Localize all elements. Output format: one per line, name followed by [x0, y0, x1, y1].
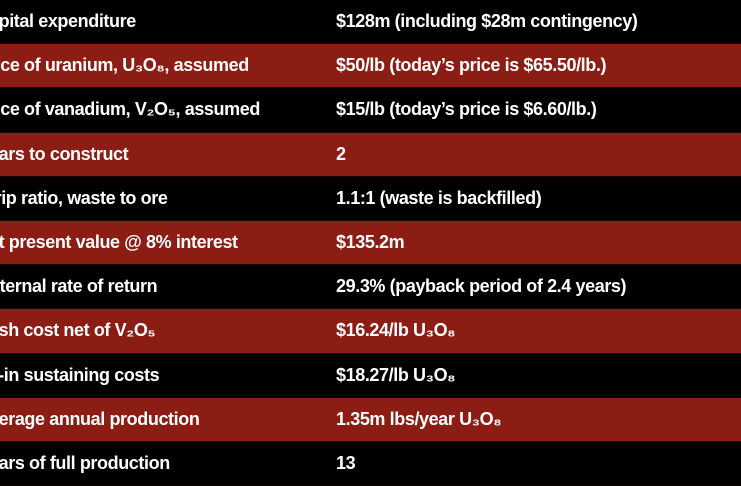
- table-row: nternal rate of return 29.3% (payback pe…: [0, 265, 741, 310]
- table-row: ears to construct 2: [0, 132, 741, 177]
- row-label: ears to construct: [0, 143, 129, 164]
- row-label: apital expenditure: [0, 11, 136, 32]
- row-value: 29.3% (payback period of 2.4 years): [336, 276, 627, 297]
- row-value: $16.24/lb U₃O₈: [336, 320, 456, 341]
- row-value: $15/lb (today’s price is $6.60/lb.): [336, 99, 597, 120]
- row-value: 2: [336, 143, 346, 164]
- table-row: trip ratio, waste to ore 1.1:1 (waste is…: [0, 176, 741, 221]
- row-value: 1.35m lbs/year U₃O₈: [336, 408, 502, 429]
- row-value: $50/lb (today’s price is $65.50/lb.): [336, 55, 607, 76]
- row-label: trip ratio, waste to ore: [0, 187, 168, 208]
- table-row: apital expenditure $128m (including $28m…: [0, 0, 741, 45]
- table-row: rice of uranium, U₃O₈, assumed $50/lb (t…: [0, 44, 741, 89]
- table-row: ash cost net of V₂O₅ $16.24/lb U₃O₈: [0, 309, 741, 354]
- table-row: verage annual production 1.35m lbs/year …: [0, 397, 741, 442]
- row-value: 13: [336, 452, 356, 473]
- row-label: et present value @ 8% interest: [0, 232, 238, 253]
- row-value: $135.2m: [336, 232, 405, 253]
- table-row: ll-in sustaining costs $18.27/lb U₃O₈: [0, 353, 741, 398]
- row-label: verage annual production: [0, 408, 200, 429]
- row-label: rice of uranium, U₃O₈, assumed: [0, 55, 249, 76]
- row-label: ash cost net of V₂O₅: [0, 320, 156, 341]
- row-label: nternal rate of return: [0, 276, 158, 297]
- table-row: ears of full production 13: [0, 441, 741, 486]
- row-value: 1.1:1 (waste is backfilled): [336, 187, 542, 208]
- row-label: ears of full production: [0, 452, 170, 473]
- table-row: et present value @ 8% interest $135.2m: [0, 220, 741, 266]
- table-row: rice of vanadium, V₂O₅, assumed $15/lb (…: [0, 88, 741, 133]
- row-label: ll-in sustaining costs: [0, 364, 160, 385]
- row-label: rice of vanadium, V₂O₅, assumed: [0, 99, 260, 120]
- row-value: $128m (including $28m contingency): [336, 11, 638, 32]
- row-value: $18.27/lb U₃O₈: [336, 364, 456, 385]
